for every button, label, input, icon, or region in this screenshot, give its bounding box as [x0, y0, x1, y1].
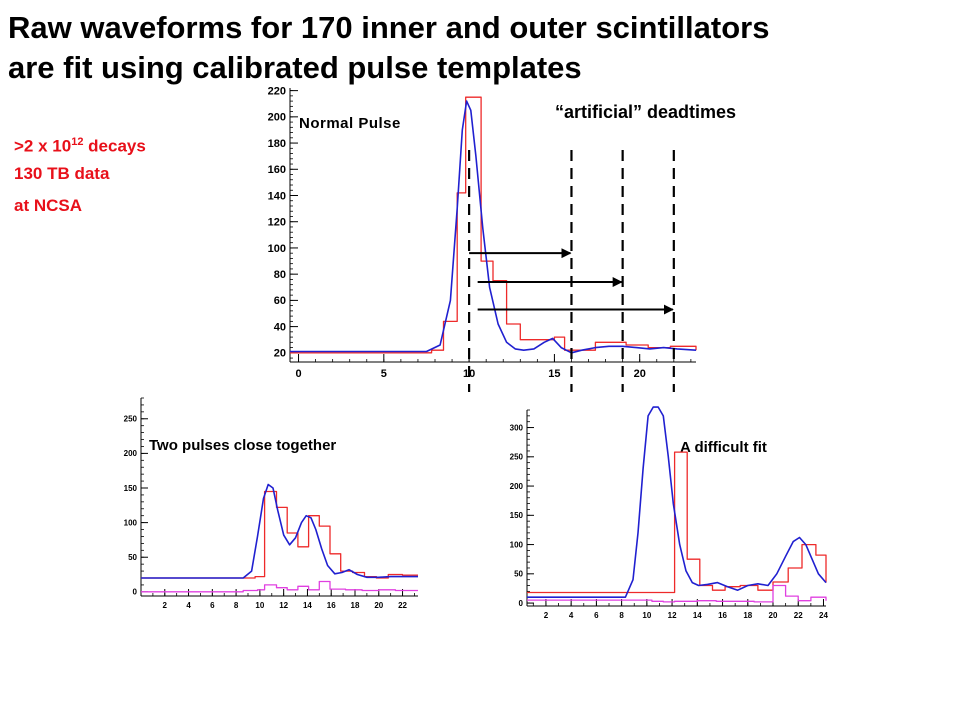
difficult-fit-label: A difficult fit [680, 439, 767, 456]
difficult-fit-series-1 [527, 406, 827, 598]
difficult-fit-x-tick-label: 10 [642, 611, 651, 620]
normal-pulse-y-tick-label: 20 [274, 348, 286, 360]
normal-pulse-y-tick-label: 40 [274, 321, 286, 333]
title-line-1: Raw waveforms for 170 inner and outer sc… [8, 10, 770, 45]
difficult-fit-x-tick-label: 2 [544, 611, 549, 620]
two-pulses-x-tick-label: 16 [327, 601, 336, 610]
difficult-fit-y-tick-label: 150 [510, 511, 524, 520]
normal-pulse-y-tick-label: 180 [268, 138, 286, 150]
difficult-fit-series-0 [527, 451, 827, 594]
difficult-fit-x-tick-label: 22 [794, 611, 803, 620]
stats-block: >2 x 1012 decays 130 TB data at NCSA [14, 130, 146, 226]
difficult-fit-x-tick-label: 18 [743, 611, 752, 620]
two-pulses-label: Two pulses close together [149, 437, 337, 454]
normal-pulse-y-tick-label: 220 [268, 85, 286, 97]
difficult-fit-x-tick-label: 6 [594, 611, 599, 620]
title-line-2: are fit using calibrated pulse templates [8, 50, 582, 85]
two-pulses-x-tick-label: 2 [163, 601, 168, 610]
normal-pulse-y-tick-label: 60 [274, 295, 286, 307]
two-pulses-x-tick-label: 6 [210, 601, 215, 610]
difficult-fit-y-tick-label: 100 [510, 540, 524, 549]
two-pulses-x-tick-label: 10 [255, 601, 264, 610]
two-pulses-series-0 [141, 490, 418, 579]
two-pulses-x-tick-label: 18 [351, 601, 360, 610]
difficult-fit-y-tick-label: 0 [519, 599, 524, 608]
difficult-fit-series-2 [527, 584, 827, 603]
two-pulses-x-tick-label: 22 [398, 601, 407, 610]
difficult-fit-x-tick-label: 24 [819, 611, 828, 620]
normal-pulse-y-tick-label: 100 [268, 243, 286, 255]
difficult-fit-x-tick-label: 14 [693, 611, 702, 620]
two-pulses-y-tick-label: 250 [124, 415, 138, 424]
difficult-fit-y-tick-label: 250 [510, 453, 524, 462]
decays-prefix: >2 x 10 [14, 136, 72, 156]
two-pulses-y-tick-label: 150 [124, 484, 138, 493]
decays-exponent: 12 [71, 136, 84, 148]
difficult-fit-y-tick-label: 50 [514, 570, 523, 579]
two-pulses-x-tick-label: 14 [303, 601, 312, 610]
difficult-fit-y-tick-label: 300 [510, 423, 524, 432]
two-pulses-y-tick-label: 200 [124, 449, 138, 458]
deadtime-label: “artificial” deadtimes [555, 102, 737, 122]
normal-pulse-y-tick-label: 80 [274, 269, 286, 281]
two-pulses-x-tick-label: 20 [374, 601, 383, 610]
two-pulses-x-tick-label: 12 [279, 601, 288, 610]
normal-pulse-y-tick-label: 200 [268, 112, 286, 124]
two-pulses-x-tick-label: 4 [186, 601, 191, 610]
normal-pulse-x-tick-label: 0 [295, 368, 301, 380]
slide-title: Raw waveforms for 170 inner and outer sc… [8, 8, 958, 88]
normal-pulse-y-tick-label: 160 [268, 164, 286, 176]
normal-pulse-y-tick-label: 140 [268, 190, 286, 202]
normal-pulse-label: Normal Pulse [299, 115, 401, 132]
decays-stat: >2 x 1012 decays [14, 130, 146, 162]
difficult-fit-x-tick-label: 12 [668, 611, 677, 620]
decays-suffix: decays [83, 136, 146, 156]
site-stat: at NCSA [14, 196, 83, 215]
normal-pulse-series-1 [290, 100, 697, 354]
difficult-fit-y-tick-label: 200 [510, 482, 524, 491]
two-pulses-x-tick-label: 8 [234, 601, 239, 610]
two-pulses-series-2 [141, 580, 418, 593]
normal-pulse-series-0 [290, 96, 697, 354]
difficult-fit-x-tick-label: 4 [569, 611, 574, 620]
normal-pulse-y-tick-label: 120 [268, 217, 286, 229]
two-pulses-series-1 [141, 483, 418, 579]
two-pulses-chart: 0 50 100 150 200 250 2 4 6 8 10 12 14 16 18 20 22 [124, 397, 418, 610]
normal-pulse-x-tick-label: 5 [381, 368, 387, 380]
normal-pulse-x-tick-label: 20 [634, 368, 646, 380]
difficult-fit-x-tick-label: 8 [619, 611, 624, 620]
data-volume-stat: 130 TB data [14, 164, 110, 183]
normal-pulse-chart: 2040608010012014016018020022005101520 [268, 85, 697, 392]
two-pulses-y-tick-label: 100 [124, 518, 138, 527]
difficult-fit-x-tick-label: 16 [718, 611, 727, 620]
two-pulses-y-tick-label: 0 [133, 588, 138, 597]
two-pulses-y-tick-label: 50 [128, 553, 137, 562]
normal-pulse-x-tick-label: 15 [548, 368, 560, 380]
difficult-fit-x-tick-label: 20 [769, 611, 778, 620]
